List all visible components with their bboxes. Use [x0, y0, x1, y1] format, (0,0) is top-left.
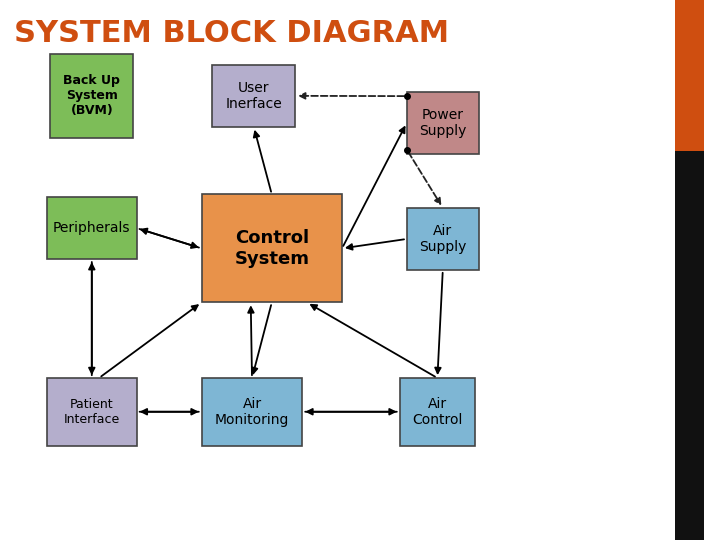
Text: Power
Supply: Power Supply [419, 108, 467, 138]
Bar [50, 54, 133, 138]
Text: Peripherals: Peripherals [53, 221, 130, 235]
Text: User
Inerface: User Inerface [225, 81, 282, 111]
Text: Air
Monitoring: Air Monitoring [215, 397, 289, 427]
Text: SYSTEM BLOCK DIAGRAM: SYSTEM BLOCK DIAGRAM [14, 19, 449, 48]
Bar [407, 92, 479, 154]
Bar [47, 197, 137, 259]
Bar [675, 0, 704, 151]
Text: Air
Control: Air Control [413, 397, 462, 427]
Bar [400, 378, 475, 446]
Bar [202, 194, 342, 302]
Bar [47, 378, 137, 446]
Bar [202, 378, 302, 446]
Bar [407, 208, 479, 270]
Text: Back Up
System
(BVM): Back Up System (BVM) [63, 75, 120, 117]
Bar [675, 151, 704, 540]
Text: Control
System: Control System [234, 229, 310, 268]
Text: Air
Supply: Air Supply [419, 224, 467, 254]
Text: Patient
Interface: Patient Interface [63, 398, 120, 426]
Bar [212, 65, 295, 127]
